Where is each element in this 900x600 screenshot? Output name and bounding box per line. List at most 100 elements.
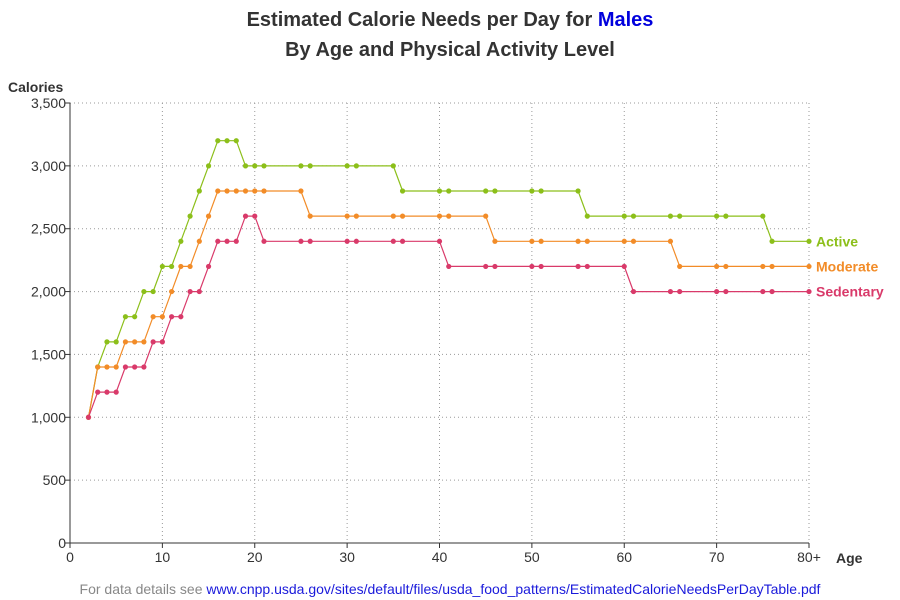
data-point-moderate bbox=[224, 188, 230, 194]
data-point-moderate bbox=[122, 339, 129, 345]
x-tick-label: 80+ bbox=[797, 549, 821, 565]
data-point-active bbox=[584, 213, 590, 219]
data-point-sedentary bbox=[769, 288, 775, 295]
data-point-sedentary bbox=[224, 238, 230, 244]
series-line-sedentary bbox=[87, 215, 809, 418]
data-point-sedentary bbox=[667, 288, 674, 295]
data-point-active bbox=[353, 163, 359, 169]
data-point-moderate bbox=[390, 213, 396, 219]
data-point-active bbox=[178, 238, 184, 244]
data-point-moderate bbox=[169, 288, 175, 295]
y-tick-label: 3,000 bbox=[31, 158, 66, 174]
data-point-active bbox=[113, 339, 119, 345]
data-point-moderate bbox=[575, 238, 581, 244]
data-point-sedentary bbox=[85, 414, 92, 420]
series-line-moderate bbox=[87, 190, 809, 418]
data-point-active bbox=[667, 213, 674, 219]
data-point-moderate bbox=[806, 263, 812, 270]
y-tick-label: 500 bbox=[43, 472, 67, 488]
data-point-active bbox=[630, 213, 637, 219]
data-point-active bbox=[132, 314, 138, 320]
data-point-active bbox=[169, 263, 175, 270]
data-point-moderate bbox=[630, 238, 637, 244]
axes bbox=[65, 102, 810, 548]
series-moderate: Moderate bbox=[85, 188, 878, 420]
source-link[interactable]: www.cnpp.usda.gov/sites/default/files/us… bbox=[206, 581, 821, 597]
data-point-active bbox=[575, 188, 581, 194]
data-point-sedentary bbox=[307, 238, 313, 244]
y-tick-label: 2,500 bbox=[31, 221, 66, 237]
data-point-sedentary bbox=[492, 263, 498, 270]
data-point-active bbox=[529, 188, 535, 194]
data-point-moderate bbox=[353, 213, 359, 219]
data-point-sedentary bbox=[344, 238, 350, 244]
data-point-active bbox=[307, 163, 313, 169]
data-point-sedentary bbox=[132, 364, 138, 370]
data-point-active bbox=[242, 163, 249, 169]
data-point-sedentary bbox=[390, 238, 396, 244]
data-point-moderate bbox=[159, 314, 165, 320]
data-point-moderate bbox=[298, 188, 304, 194]
x-tick-label: 10 bbox=[155, 549, 171, 565]
data-point-active bbox=[714, 213, 720, 219]
series-label-active: Active bbox=[816, 233, 858, 249]
data-point-sedentary bbox=[215, 238, 221, 244]
data-point-sedentary bbox=[630, 288, 637, 295]
data-point-moderate bbox=[178, 263, 184, 270]
data-point-sedentary bbox=[169, 314, 175, 320]
data-point-active bbox=[538, 188, 544, 194]
x-tick-label: 20 bbox=[247, 549, 263, 565]
data-point-moderate bbox=[621, 238, 627, 244]
data-point-sedentary bbox=[187, 288, 193, 295]
data-point-active bbox=[436, 188, 443, 194]
x-tick-label: 50 bbox=[524, 549, 540, 565]
data-point-active bbox=[298, 163, 304, 169]
data-point-active bbox=[446, 188, 452, 194]
data-point-active bbox=[399, 188, 406, 194]
x-tick-label: 0 bbox=[66, 549, 74, 565]
data-point-sedentary bbox=[399, 238, 406, 244]
data-point-sedentary bbox=[538, 263, 544, 270]
footnote-prefix: For data details see bbox=[79, 581, 207, 597]
series-active: Active bbox=[85, 138, 858, 420]
data-point-moderate bbox=[132, 339, 138, 345]
data-point-moderate bbox=[446, 213, 452, 219]
series-layer: Active Moderate Sedentary bbox=[85, 138, 884, 420]
data-point-moderate bbox=[667, 238, 674, 244]
data-point-active bbox=[806, 238, 812, 244]
data-point-sedentary bbox=[677, 288, 683, 295]
tick-labels: 0 500 1,000 1,500 2,000 2,500 3,000 3,500 0 10 20 3… bbox=[31, 95, 821, 565]
data-point-active bbox=[122, 314, 129, 320]
data-point-moderate bbox=[677, 263, 683, 270]
y-tick-label: 2,000 bbox=[31, 284, 66, 300]
data-point-sedentary bbox=[122, 364, 129, 370]
data-point-sedentary bbox=[621, 263, 627, 270]
chart-title: Estimated Calorie Needs per Day for Male… bbox=[0, 9, 900, 32]
data-point-active bbox=[723, 213, 729, 219]
data-point-sedentary bbox=[353, 238, 359, 244]
data-point-active bbox=[390, 163, 396, 169]
data-point-active bbox=[150, 288, 156, 295]
y-tick-label: 1,500 bbox=[31, 346, 66, 362]
footnote: For data details see www.cnpp.usda.gov/s… bbox=[0, 581, 900, 597]
x-tick-label: 30 bbox=[339, 549, 355, 565]
line-chart: 0 500 1,000 1,500 2,000 2,500 3,000 3,500 0 10 20 3… bbox=[8, 79, 884, 566]
data-point-active bbox=[252, 163, 258, 169]
data-point-active bbox=[141, 288, 147, 295]
data-point-sedentary bbox=[104, 389, 110, 395]
data-point-sedentary bbox=[436, 238, 443, 244]
data-point-moderate bbox=[723, 263, 729, 270]
data-point-moderate bbox=[196, 238, 202, 244]
series-label-sedentary: Sedentary bbox=[816, 284, 884, 300]
data-point-moderate bbox=[760, 263, 766, 270]
data-point-moderate bbox=[436, 213, 443, 219]
series-sedentary: Sedentary bbox=[85, 213, 884, 420]
series-line-active bbox=[87, 140, 809, 418]
data-point-sedentary bbox=[261, 238, 267, 244]
data-point-moderate bbox=[150, 314, 156, 320]
data-point-sedentary bbox=[723, 288, 729, 295]
data-point-sedentary bbox=[584, 263, 590, 270]
y-tick-label: 0 bbox=[58, 535, 66, 551]
data-point-sedentary bbox=[529, 263, 535, 270]
chart-title-prefix: Estimated Calorie Needs per Day for bbox=[246, 9, 598, 31]
